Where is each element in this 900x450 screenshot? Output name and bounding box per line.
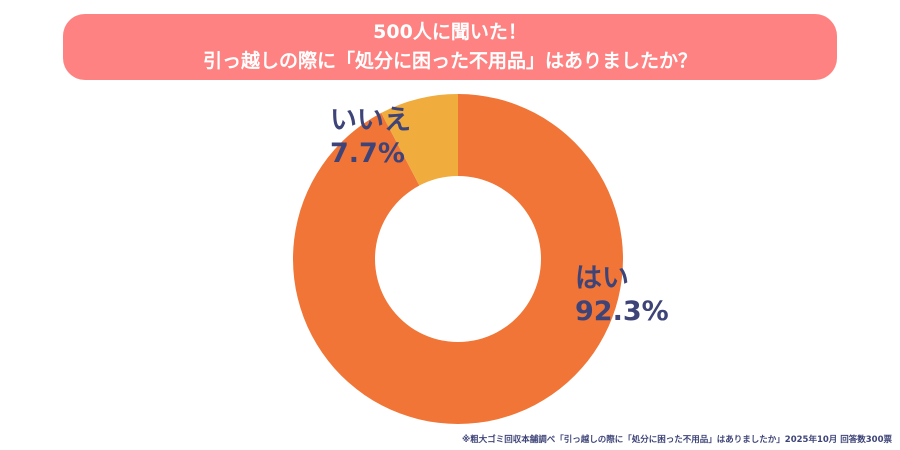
label-yes: はい 92.3% (575, 262, 669, 328)
title-banner: 500人に聞いた！ 引っ越しの際に「処分に困った不用品」はありましたか？ (63, 14, 837, 80)
label-no-value: 7.7% (330, 138, 405, 169)
slice-yes (292, 94, 623, 425)
title-line-2: 引っ越しの際に「処分に困った不用品」はありましたか？ (202, 50, 697, 72)
label-no-name: いいえ (330, 105, 411, 136)
title-line-1: 500人に聞いた！ (373, 21, 527, 43)
label-yes-name: はい (575, 263, 629, 294)
footnote: ※粗大ゴミ回収本舗調べ「引っ越しの際に「処分に困った不用品」はありましたか」20… (462, 435, 892, 445)
slice-no (381, 94, 458, 186)
label-no: いいえ 7.7% (330, 104, 411, 170)
label-yes-value: 92.3% (575, 296, 669, 327)
